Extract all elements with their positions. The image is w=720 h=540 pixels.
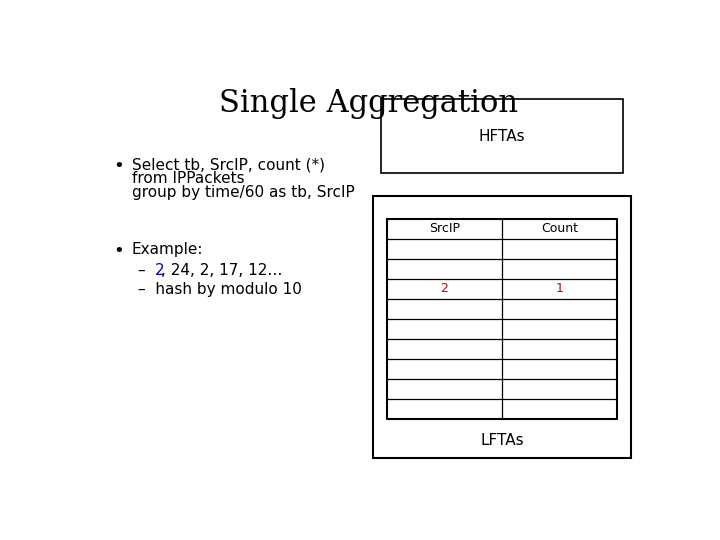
Text: Count: Count — [541, 222, 578, 235]
Text: 1: 1 — [555, 282, 563, 295]
Text: HFTAs: HFTAs — [479, 129, 525, 144]
Text: Single Aggregation: Single Aggregation — [220, 88, 518, 119]
FancyBboxPatch shape — [381, 99, 623, 173]
Text: Example:: Example: — [132, 242, 203, 257]
Text: 2: 2 — [441, 282, 449, 295]
Text: •: • — [113, 157, 124, 175]
Text: LFTAs: LFTAs — [480, 433, 523, 448]
Text: 2: 2 — [155, 264, 165, 279]
Text: group by time/60 as tb, SrcIP: group by time/60 as tb, SrcIP — [132, 185, 354, 200]
FancyBboxPatch shape — [373, 195, 631, 457]
Text: –: – — [138, 264, 156, 279]
Text: •: • — [113, 242, 124, 260]
Text: –  hash by modulo 10: – hash by modulo 10 — [138, 282, 302, 297]
Text: from IPPackets: from IPPackets — [132, 171, 245, 186]
Text: , 24, 2, 17, 12…: , 24, 2, 17, 12… — [161, 264, 283, 279]
Text: SrcIP: SrcIP — [429, 222, 460, 235]
Text: Select tb, SrcIP, count (*): Select tb, SrcIP, count (*) — [132, 157, 325, 172]
